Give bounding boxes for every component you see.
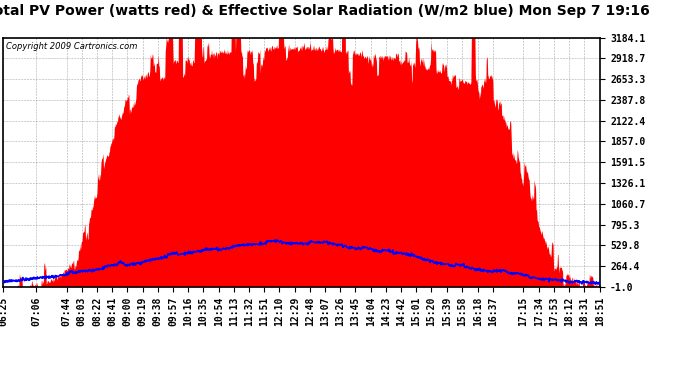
Text: Total PV Power (watts red) & Effective Solar Radiation (W/m2 blue) Mon Sep 7 19:: Total PV Power (watts red) & Effective S… [0, 4, 649, 18]
Text: Copyright 2009 Cartronics.com: Copyright 2009 Cartronics.com [6, 42, 138, 51]
